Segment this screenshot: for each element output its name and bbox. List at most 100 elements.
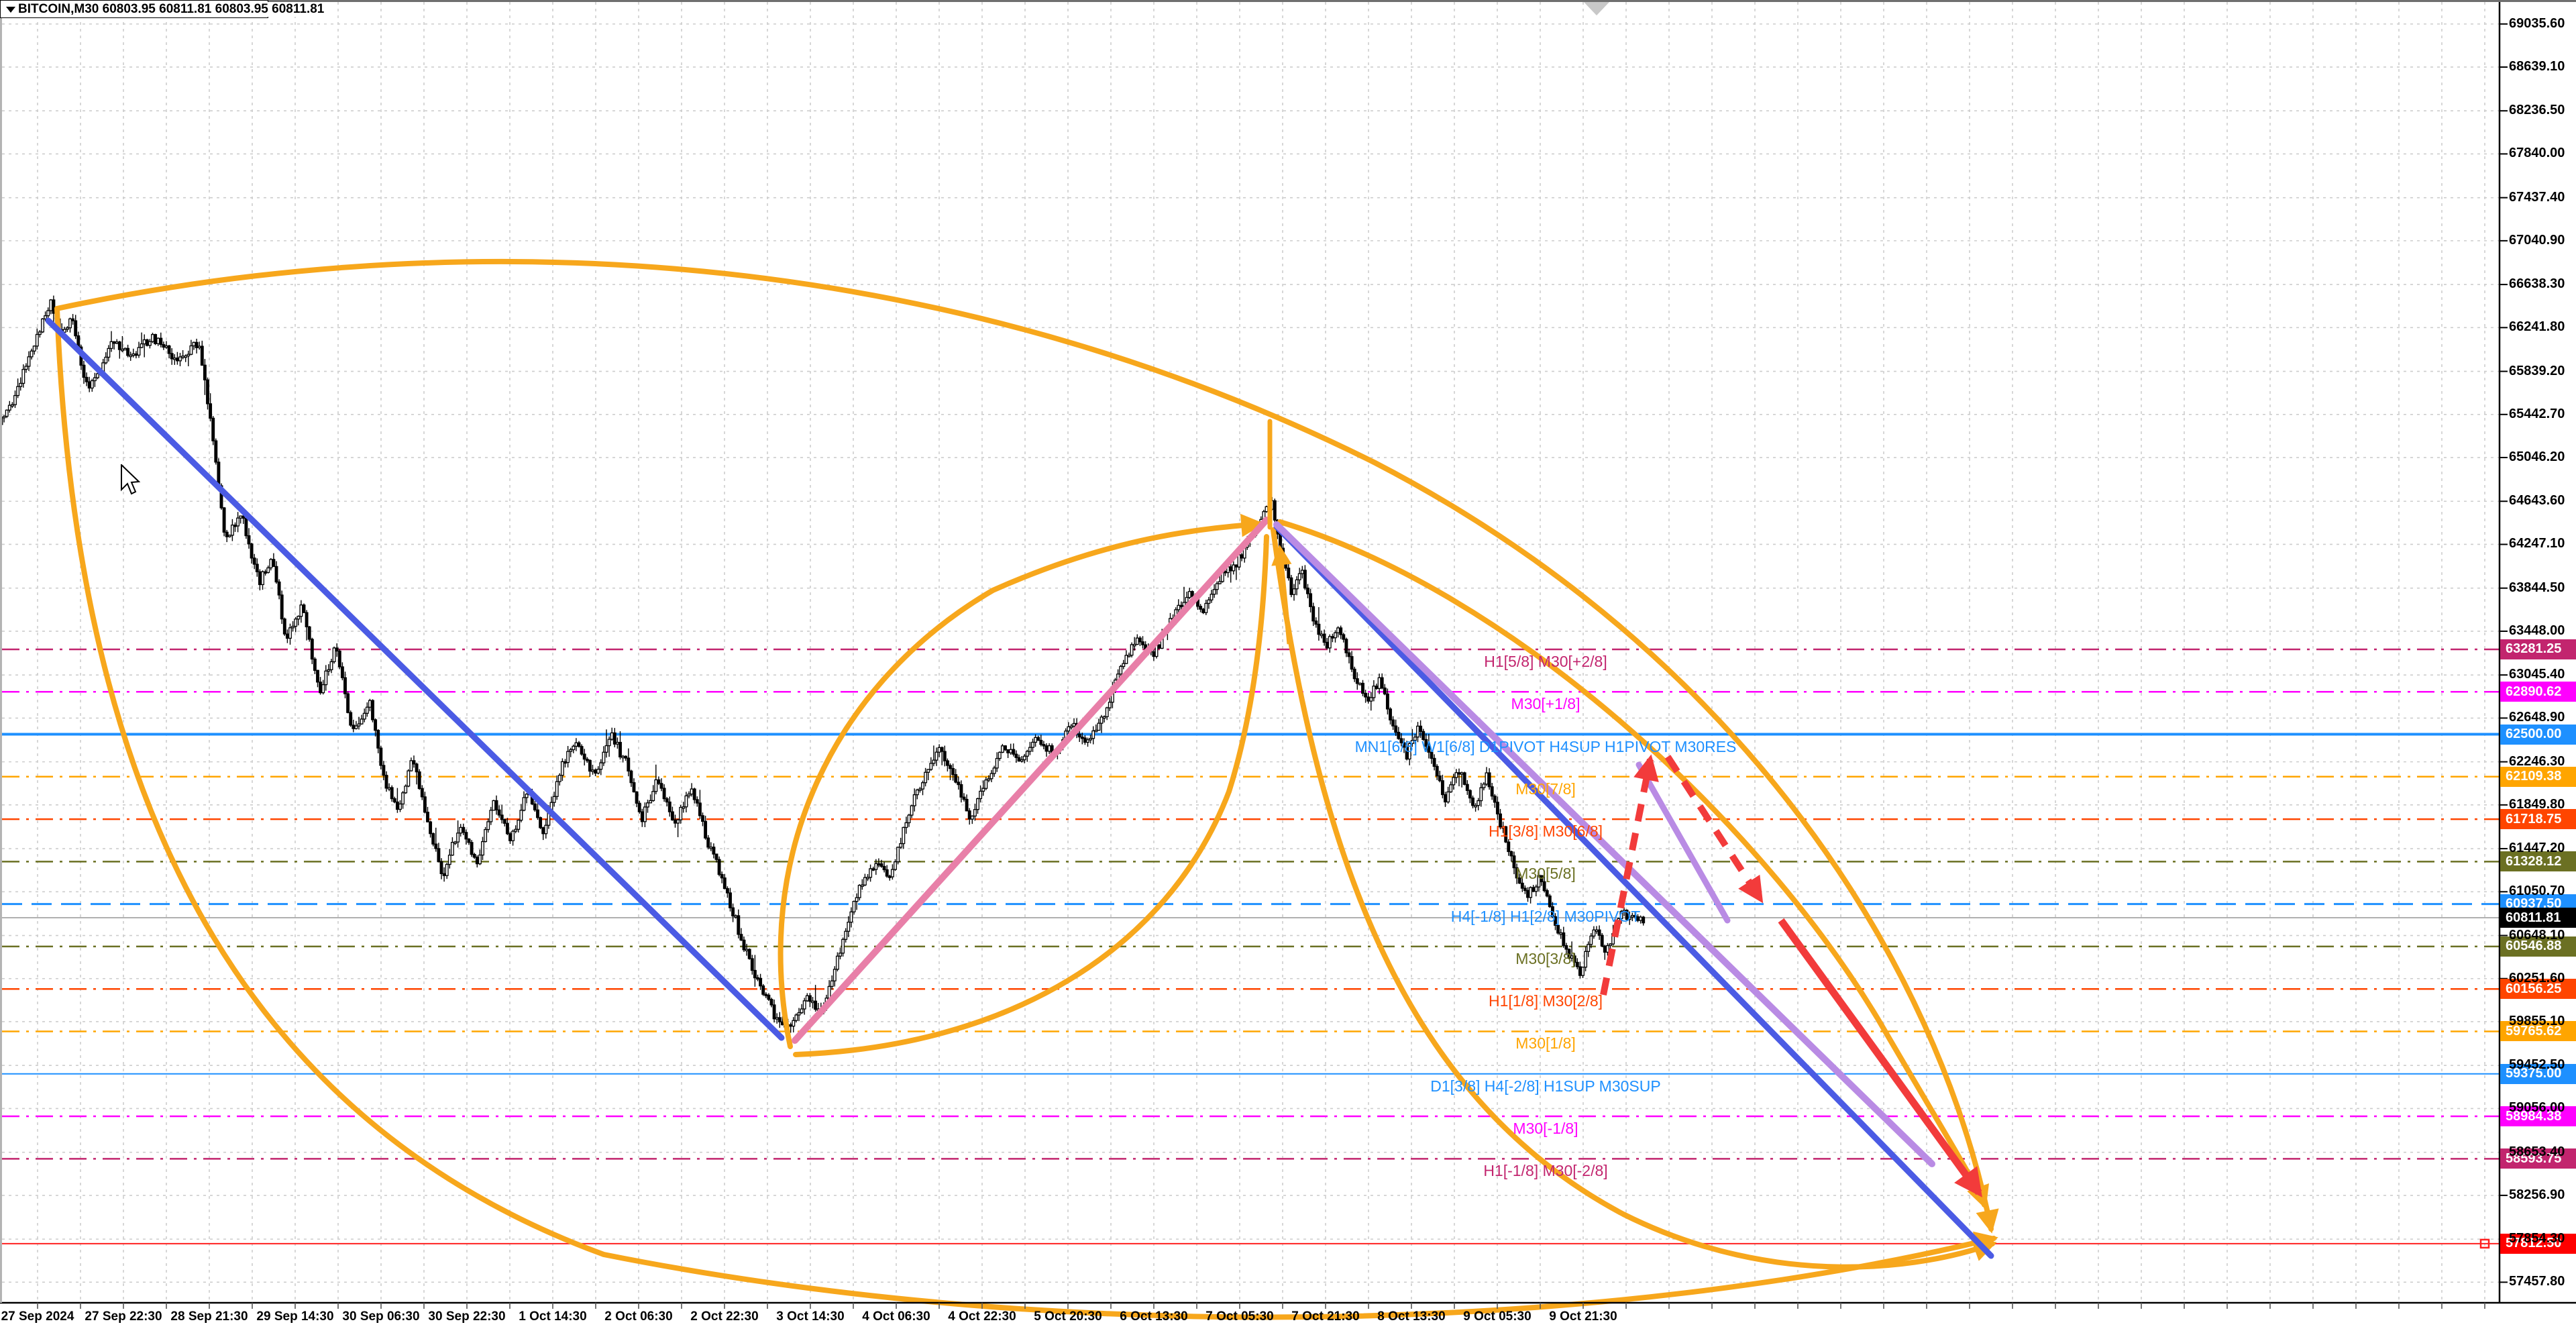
- red-dashed-up-arrow[interactable]: [1600, 754, 1659, 996]
- blue-trend-2[interactable]: [1273, 523, 1994, 1259]
- dropdown-caret-icon[interactable]: [6, 7, 15, 13]
- level-label: H1[5/8] M30[+2/8]: [1484, 652, 1607, 670]
- price-axis-label: 69035.60: [2509, 15, 2565, 31]
- level-label: H1[3/8] M30[6/8]: [1488, 822, 1603, 841]
- level-label: MN1[6/8] W1[6/8] D1PIVOT H4SUP H1PIVOT M…: [1354, 737, 1737, 755]
- price-tag-61718.75: 61718.75: [2500, 809, 2576, 830]
- ellipse-C-bottom[interactable]: [1271, 527, 1997, 1270]
- time-axis-label: 2 Oct 22:30: [690, 1309, 759, 1324]
- top-marker-triangle-icon: [1584, 2, 1609, 15]
- price-axis-label: 61447.20: [2509, 841, 2565, 856]
- time-axis-label: 5 Oct 20:30: [1034, 1309, 1102, 1324]
- price-axis-label: 67840.00: [2509, 146, 2565, 161]
- time-axis-label: 6 Oct 13:30: [1120, 1309, 1188, 1324]
- level-label: H1[-1/8] M30[-2/8]: [1483, 1162, 1608, 1180]
- ellipse-B-top[interactable]: [777, 513, 1265, 1049]
- price-axis-label: 64643.60: [2509, 493, 2565, 508]
- price-axis-label: 66638.30: [2509, 276, 2565, 292]
- price-tag-58593.75: 58593.75: [2500, 1148, 2576, 1169]
- price-axis-label: 59855.10: [2509, 1013, 2565, 1028]
- time-axis-label: 27 Sep 22:30: [85, 1309, 162, 1324]
- price-axis-label: 61849.80: [2509, 796, 2565, 812]
- level-label: D1[3/8] H4[-2/8] H1SUP M30SUP: [1430, 1077, 1661, 1095]
- price-axis-label: 61050.70: [2509, 883, 2565, 899]
- time-axis-label: 29 Sep 14:30: [256, 1309, 334, 1324]
- price-axis-label: 65046.20: [2509, 449, 2565, 465]
- price-tag-60546.88: 60546.88: [2500, 936, 2576, 957]
- price-axis-label: 63448.00: [2509, 623, 2565, 638]
- time-axis-label: 4 Oct 06:30: [862, 1309, 930, 1324]
- line-endpoint-marker[interactable]: [2479, 1238, 2490, 1249]
- level-label: M30[7/8]: [1515, 780, 1576, 798]
- price-tag-62109.38: 62109.38: [2500, 766, 2576, 787]
- purple-trend-2[interactable]: [1635, 761, 1731, 924]
- time-axis-label: 2 Oct 06:30: [604, 1309, 673, 1324]
- price-tag-59375.00: 59375.00: [2500, 1063, 2576, 1084]
- level-label: M30[-1/8]: [1513, 1120, 1578, 1138]
- price-axis-label: 67040.90: [2509, 232, 2565, 248]
- axes: [0, 0, 2576, 1309]
- price-axis-label: 64247.10: [2509, 536, 2565, 551]
- price-axis-label: 68639.10: [2509, 58, 2565, 74]
- time-axis-label: 9 Oct 05:30: [1463, 1309, 1532, 1324]
- orange-up-arrow[interactable]: [1271, 544, 1292, 645]
- overlay-marks: [1584, 2, 1609, 15]
- ellipse-A-top[interactable]: [54, 258, 1999, 1234]
- ellipse-C-top[interactable]: [1277, 519, 1989, 1210]
- time-axis-label: 27 Sep 2024: [1, 1309, 74, 1324]
- time-axis-label: 4 Oct 22:30: [948, 1309, 1016, 1324]
- price-tag-62500.00: 62500.00: [2500, 724, 2576, 745]
- red-solid-arrow[interactable]: [1778, 918, 1982, 1197]
- level-label: M30[5/8]: [1515, 865, 1576, 883]
- time-axis-label: 7 Oct 05:30: [1205, 1309, 1274, 1324]
- level-label: M30[1/8]: [1515, 1034, 1576, 1053]
- price-tag-59765.62: 59765.62: [2500, 1021, 2576, 1042]
- symbol-title-box[interactable]: BITCOIN,M30 60803.95 60811.81 60803.95 6…: [0, 0, 325, 18]
- time-axis-label: 1 Oct 14:30: [519, 1309, 587, 1324]
- time-axis-label: 28 Sep 21:30: [170, 1309, 248, 1324]
- price-axis-label: 67437.40: [2509, 189, 2565, 205]
- price-axis-label: 65839.20: [2509, 363, 2565, 378]
- symbol-ohlc-title: BITCOIN,M30 60803.95 60811.81 60803.95 6…: [1, 1, 325, 17]
- candlesticks: [0, 295, 1646, 1033]
- price-axis-label: 58653.40: [2509, 1144, 2565, 1159]
- price-tag-63281.25: 63281.25: [2500, 639, 2576, 659]
- price-tag-62890.62: 62890.62: [2500, 682, 2576, 702]
- chart-drawings[interactable]: [45, 258, 1999, 1320]
- price-axis-label: 63844.50: [2509, 580, 2565, 595]
- price-tag-58984.38: 58984.38: [2500, 1106, 2576, 1127]
- price-axis-label: 60251.60: [2509, 970, 2565, 985]
- mouse-cursor: [121, 464, 141, 495]
- ellipse-B-bottom[interactable]: [793, 534, 1269, 1057]
- price-axis-label: 65442.70: [2509, 406, 2565, 421]
- price-axis-label: 59056.00: [2509, 1100, 2565, 1116]
- level-label: H1[1/8] M30[2/8]: [1488, 992, 1603, 1010]
- price-axis-label: 60648.10: [2509, 927, 2565, 943]
- price-tag-60811.81: 60811.81: [2500, 908, 2576, 928]
- price-axis-label: 59452.50: [2509, 1057, 2565, 1073]
- price-axis-label: 62246.30: [2509, 753, 2565, 769]
- price-axis-label: 57457.80: [2509, 1274, 2565, 1289]
- price-axis-label: 58256.90: [2509, 1187, 2565, 1202]
- level-label: M30[3/8]: [1515, 949, 1576, 967]
- level-label: M30[+1/8]: [1511, 695, 1580, 713]
- window-left-border: [0, 0, 2, 1303]
- blue-trend-1[interactable]: [45, 317, 785, 1041]
- time-axis-label: 30 Sep 06:30: [342, 1309, 420, 1324]
- time-axis-label: 9 Oct 21:30: [1549, 1309, 1617, 1324]
- time-axis-label: 30 Sep 22:30: [428, 1309, 506, 1324]
- time-axis-label: 8 Oct 13:30: [1377, 1309, 1446, 1324]
- price-axis-label: 57854.30: [2509, 1231, 2565, 1246]
- price-axis-label: 68236.50: [2509, 103, 2565, 118]
- pink-trend[interactable]: [792, 517, 1270, 1044]
- time-axis-label: 3 Oct 14:30: [776, 1309, 845, 1324]
- window-top-border: [0, 0, 2576, 2]
- price-tag-57812.50: 57812.50: [2500, 1233, 2576, 1254]
- price-tag-61328.12: 61328.12: [2500, 851, 2576, 872]
- murrey-level-lines[interactable]: [2, 648, 2500, 1249]
- time-axis-label: 7 Oct 21:30: [1291, 1309, 1360, 1324]
- price-tag-60156.25: 60156.25: [2500, 979, 2576, 1000]
- purple-trend-1[interactable]: [1273, 521, 1935, 1167]
